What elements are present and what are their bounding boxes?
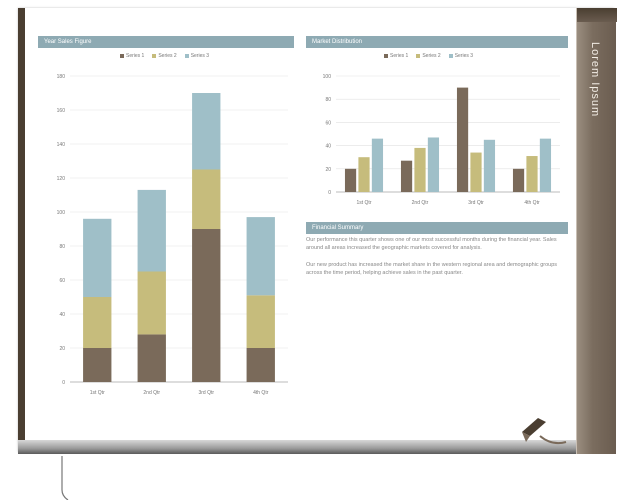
bar-segment [137, 271, 166, 335]
bar-segment [137, 334, 166, 382]
y-tick-label: 0 [62, 380, 65, 386]
right-panel-header: Market Distribution [306, 36, 568, 48]
bar [470, 152, 482, 192]
right-legend-item-2: Series 2 [416, 53, 441, 59]
bar [539, 138, 552, 192]
y-tick-label: 40 [59, 312, 65, 318]
left-legend-label-1: Series 1 [126, 53, 145, 59]
bar-segment [192, 229, 221, 382]
left-legend-item-1: Series 1 [120, 53, 144, 59]
bar [414, 147, 426, 192]
clustered-bar-chart: 0 20 40 60 80 100 1st Qtr 2nd Qtr 3rd Qtr 4th Qtr [323, 74, 560, 206]
stacked-bar-chart: 0 20 40 60 80 100 120 140 160 180 1st Qtr 2nd Qtr 3r… [57, 74, 288, 396]
right-panel-title: Market Distribution [312, 39, 363, 45]
bar-segment [192, 169, 221, 229]
left-panel-title: Year Sales Figure [44, 39, 92, 45]
bar [512, 168, 525, 192]
x-tick-label: 2nd Qtr [143, 390, 160, 396]
bar [483, 139, 496, 192]
y-tick-label: 160 [57, 108, 66, 114]
y-tick-label: 20 [59, 346, 65, 352]
bar [400, 160, 413, 192]
y-tick-label: 100 [323, 74, 332, 80]
left-panel-header: Year Sales Figure [38, 36, 294, 48]
bar [371, 138, 384, 192]
bar-segment [137, 189, 166, 272]
left-legend: Series 1 Series 2 Series 3 [120, 53, 209, 59]
bar [427, 137, 440, 192]
bar-segment [246, 217, 275, 296]
notes-paragraph-2: Our new product has increased the market… [306, 262, 558, 276]
bar [344, 168, 357, 192]
y-tick-label: 180 [57, 74, 66, 80]
bar [456, 87, 469, 192]
bar-segment [83, 218, 112, 297]
bar [526, 156, 538, 192]
slide-bottom-bar [18, 440, 614, 454]
y-tick-label: 40 [325, 144, 331, 150]
y-tick-label: 80 [325, 97, 331, 103]
x-tick-label: 4th Qtr [524, 200, 540, 206]
notes-body: Our performance this quarter shows one o… [306, 236, 568, 286]
notes-paragraph-1: Our performance this quarter shows one o… [306, 237, 557, 251]
y-tick-label: 0 [328, 190, 331, 196]
bar-segment [83, 348, 112, 382]
pointer-line [61, 456, 69, 500]
bar-segment [192, 93, 221, 170]
notes-header: Financial Summary [306, 222, 568, 234]
bar-segment [83, 297, 112, 348]
pen-cursor-icon [522, 418, 567, 445]
bar [358, 157, 370, 192]
notes-title: Financial Summary [312, 225, 364, 231]
right-legend-item-1: Series 1 [384, 53, 408, 59]
left-legend-label-3: Series 3 [190, 53, 210, 59]
x-tick-label: 3rd Qtr [468, 200, 484, 206]
y-tick-label: 60 [325, 120, 331, 126]
side-tab-cap [577, 8, 617, 22]
right-legend-item-3: Series 3 [448, 53, 474, 59]
y-tick-label: 80 [59, 244, 65, 250]
bar-segment [246, 295, 275, 348]
y-tick-label: 100 [57, 210, 66, 216]
bar-segment [246, 348, 275, 382]
left-legend-label-2: Series 2 [158, 53, 177, 59]
x-tick-label: 1st Qtr [90, 390, 105, 396]
y-tick-label: 60 [59, 278, 65, 284]
x-tick-label: 2nd Qtr [412, 200, 429, 206]
x-tick-label: 4th Qtr [253, 390, 269, 396]
left-legend-item-2: Series 2 [152, 53, 177, 59]
y-tick-label: 140 [57, 142, 66, 148]
y-tick-label: 20 [325, 167, 331, 173]
y-tick-label: 120 [57, 176, 66, 182]
right-legend-label-2: Series 2 [422, 53, 441, 59]
x-tick-label: 1st Qtr [356, 200, 371, 206]
right-legend-label-1: Series 1 [390, 53, 409, 59]
right-legend: Series 1 Series 2 Series 3 [384, 53, 473, 59]
x-tick-label: 3rd Qtr [198, 390, 214, 396]
left-legend-item-3: Series 3 [184, 53, 210, 59]
side-title: Lorem Ipsum [589, 42, 601, 118]
right-legend-label-3: Series 3 [454, 53, 474, 59]
side-tab: Lorem Ipsum [576, 8, 617, 454]
